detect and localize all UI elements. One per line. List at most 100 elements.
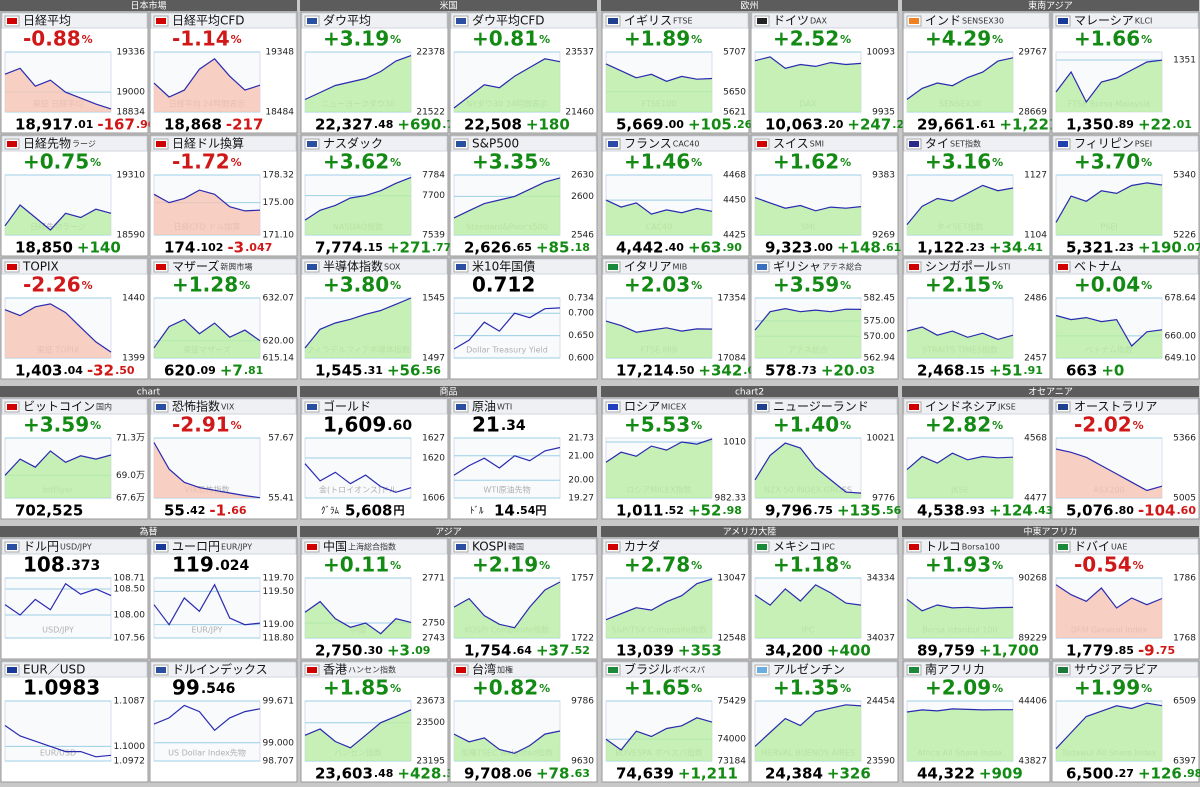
axis-label: 2546 (571, 231, 594, 241)
flag-mark (608, 264, 618, 270)
panel-header (450, 258, 597, 275)
axis-label: 9786 (571, 697, 594, 707)
change-decimal: .09 (411, 644, 431, 657)
sparkline (153, 58, 261, 98)
panel-header (1052, 661, 1199, 678)
market-sub: SOX (384, 263, 401, 272)
value-decimal: .34 (501, 418, 526, 434)
market-name: イタリア (624, 260, 672, 274)
area-fill (1056, 315, 1162, 358)
area-fill (907, 708, 1013, 761)
sparkline (304, 55, 412, 101)
market-name: 台湾 (472, 662, 496, 677)
axis-label: 69.0万 (116, 471, 145, 481)
flag-mark (1058, 667, 1068, 673)
section-title: 為替 (139, 526, 157, 538)
panel-header (450, 538, 597, 555)
change: +353 (678, 642, 722, 660)
panel-header (1, 661, 148, 678)
market-name: 原油 (472, 400, 496, 414)
sparkline (754, 56, 862, 69)
sparkline (4, 450, 112, 476)
sparkline (153, 318, 261, 349)
price-decimal: .75 (813, 504, 833, 517)
flag-mark (307, 141, 317, 147)
axis-label: 34334 (866, 574, 895, 584)
percent-change: +3.80 (323, 273, 389, 297)
market-name: 日経ドル換算 (172, 136, 244, 151)
sparkline (605, 199, 713, 215)
percent-unit: % (992, 279, 1003, 292)
change: +1,221 (999, 116, 1059, 134)
value: 0.712 (472, 273, 535, 297)
market-name: ダウ平均 (323, 13, 371, 28)
percent-change: +0.11 (323, 553, 389, 577)
percent-unit: % (840, 419, 851, 432)
percent-change: +3.59 (773, 273, 839, 297)
area-fill (5, 68, 111, 112)
axis-label: 9383 (872, 171, 895, 181)
sparkline (453, 307, 561, 350)
axis-label: 13047 (717, 574, 746, 584)
flag-mark (156, 544, 166, 550)
axis-label: 1757 (571, 574, 594, 584)
price: 89,759 (917, 642, 975, 660)
axis-label: 2600 (571, 192, 594, 202)
price-decimal: .85 (1114, 644, 1134, 657)
market-name: 米10年国債 (472, 259, 535, 274)
panel-header (903, 538, 1050, 555)
axis-label: 57.67 (268, 434, 294, 444)
area-fill (1056, 60, 1162, 112)
percent-change: +1.62 (773, 150, 839, 174)
market-name: インドネシア (925, 400, 997, 414)
panel-header (1052, 12, 1199, 29)
axis-label: 108.50 (114, 584, 146, 594)
section-header (0, 526, 297, 537)
sparkline (153, 442, 261, 499)
percent-change: -1.72 (172, 150, 230, 174)
sparkline (153, 189, 261, 212)
price-decimal: .48 (374, 118, 394, 131)
price: 29,661 (917, 116, 975, 134)
axis-label: 649.10 (1165, 354, 1197, 364)
percent-unit: % (992, 559, 1003, 572)
market-name: シンガポール (925, 260, 997, 274)
price: 7,774 (315, 239, 362, 257)
panel-header (1052, 538, 1199, 555)
market-sub: SET指数 (950, 139, 981, 149)
price: 9,323 (765, 239, 812, 257)
price: 4,442 (616, 239, 663, 257)
flag-mark (456, 544, 466, 550)
value-decimal: .60 (387, 418, 412, 434)
percent-unit: % (992, 156, 1003, 169)
flag-mark (608, 404, 618, 410)
axis-label: 5650 (723, 87, 746, 97)
change-decimal: .91 (1023, 364, 1043, 377)
chart-area (153, 577, 261, 639)
price: 5,321 (1066, 239, 1113, 257)
flag-mark (757, 667, 767, 673)
panel-header (751, 661, 898, 678)
market-name: 日経平均CFD (172, 14, 245, 28)
percent-unit: % (691, 279, 702, 292)
market-name: ドバイ (1074, 540, 1110, 554)
axis-label: 108.00 (114, 611, 146, 621)
watermark: WTI原油先物 (483, 485, 530, 495)
watermark: EUR/USD (40, 749, 76, 758)
market-name: インド (925, 14, 961, 28)
market-sub: USD/JPY (60, 543, 92, 552)
change: +428 (397, 765, 441, 783)
percent-change: +3.35 (472, 150, 538, 174)
axis-label: 2486 (1024, 294, 1047, 304)
section-title: アジア (435, 528, 462, 538)
flag-mark (757, 18, 767, 24)
area-fill (305, 55, 411, 112)
axis-label: 7539 (422, 231, 445, 241)
market-name: 中国 (323, 539, 347, 554)
axis-label: 118.80 (263, 634, 295, 644)
area-fill (5, 303, 111, 358)
axis-label: 21.73 (568, 434, 594, 444)
price-decimal: .15 (965, 364, 985, 377)
flag-mark (1058, 18, 1068, 24)
percent-unit: % (1133, 559, 1144, 572)
